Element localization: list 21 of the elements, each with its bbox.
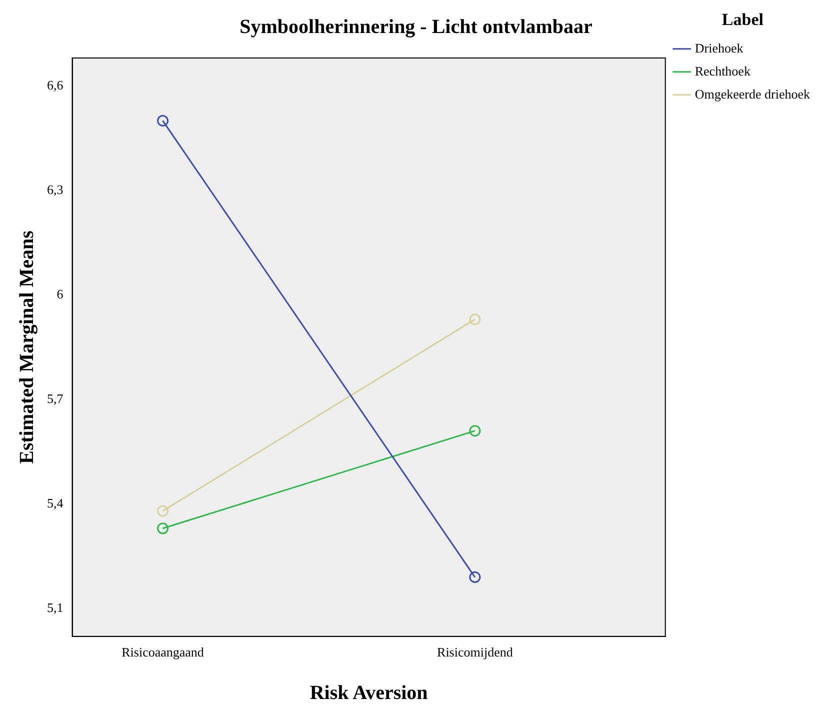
legend-title: Label: [722, 10, 764, 29]
legend-label: Omgekeerde driehoek: [694, 86, 810, 102]
x-axis-title: Risk Aversion: [310, 682, 428, 704]
legend-label: Driehoek: [694, 40, 744, 56]
y-axis-title: Estimated Marginal Means: [16, 230, 38, 464]
point: [469, 314, 481, 326]
point: [157, 505, 169, 517]
y-tick-label: 5,7: [47, 390, 64, 406]
x-tick-label: Risicoaangaand: [122, 644, 204, 660]
point: [157, 114, 169, 126]
x-tick-label: Risicomijdend: [437, 644, 514, 660]
y-tick-label: 6,6: [47, 77, 64, 92]
y-tick-label: 5,4: [47, 495, 64, 510]
point: [469, 425, 481, 437]
chart-title: Symboolherinnering - Licht ontvlambaar: [240, 16, 593, 38]
y-tick-label: 6: [56, 286, 64, 302]
point: [469, 571, 481, 583]
y-tick-label: 5,1: [47, 600, 64, 615]
y-tick-label: 6,3: [47, 182, 64, 197]
point: [157, 522, 169, 534]
legend-label: Rechthoek: [694, 63, 751, 78]
